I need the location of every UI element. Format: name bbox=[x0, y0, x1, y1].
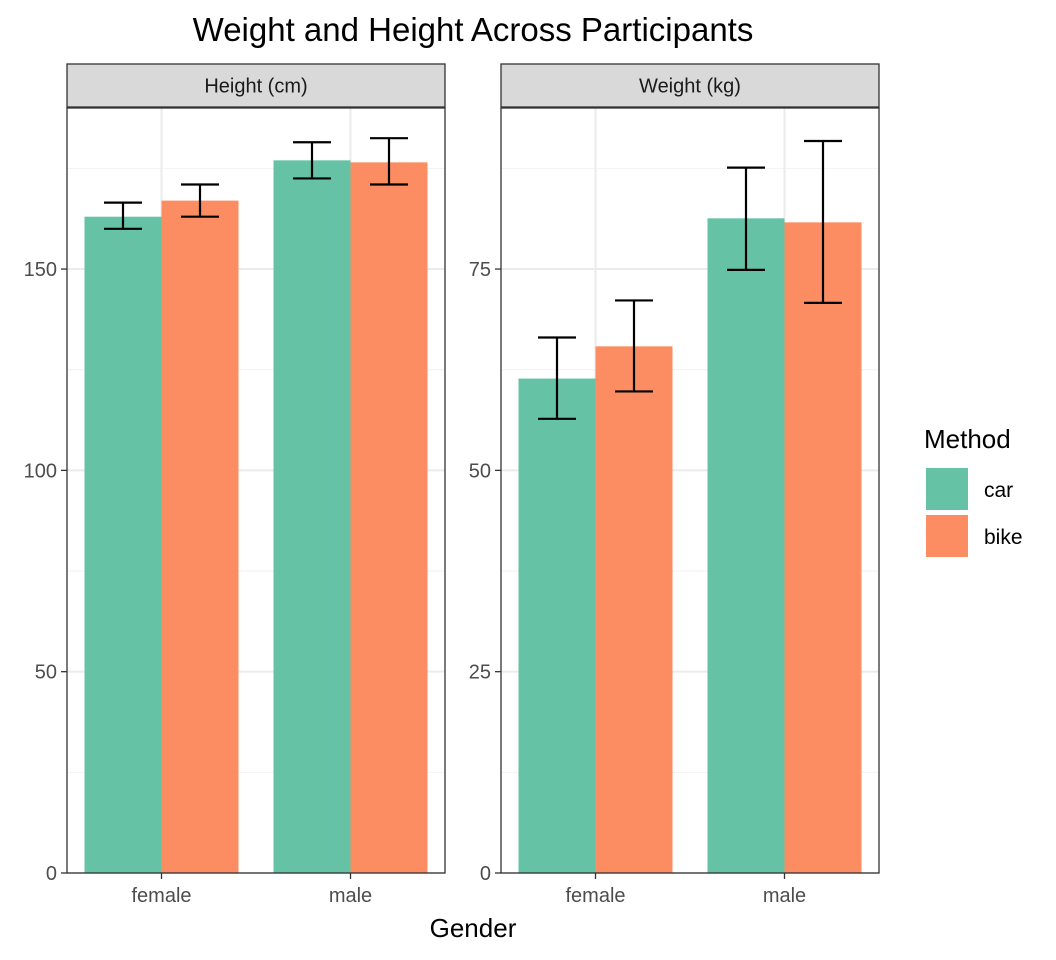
legend-label-bike: bike bbox=[984, 526, 1023, 549]
bar-bike-male bbox=[350, 162, 428, 873]
bar-bike-female bbox=[595, 346, 673, 873]
panel-border bbox=[500, 107, 880, 874]
error-bar-bike-female bbox=[181, 183, 219, 218]
legend-key-bike bbox=[926, 515, 968, 557]
legend: Method car bike bbox=[924, 424, 1023, 557]
panel-height-cm: Height (cm) 0 50 100 150 female male bbox=[24, 63, 446, 907]
error-bar-bike-male bbox=[370, 137, 408, 186]
y-tick-label: 0 bbox=[46, 863, 57, 885]
facet-strip-label: Height (cm) bbox=[204, 76, 307, 98]
bar-car-female bbox=[518, 378, 596, 873]
error-bar-bike-male bbox=[804, 139, 842, 304]
chart-title: Weight and Height Across Participants bbox=[193, 11, 754, 48]
legend-title: Method bbox=[924, 424, 1011, 454]
bar-bike-male bbox=[784, 222, 862, 874]
y-tick-label: 100 bbox=[24, 460, 57, 482]
y-tick-label: 75 bbox=[469, 259, 491, 281]
panel-border bbox=[66, 107, 446, 874]
bar-car-male bbox=[273, 160, 351, 873]
y-tick-label: 150 bbox=[24, 259, 57, 281]
y-tick-label: 50 bbox=[35, 662, 57, 684]
error-bar-car-male bbox=[727, 166, 765, 271]
legend-items: car bike bbox=[926, 468, 1023, 557]
x-axis-title: Gender bbox=[430, 913, 517, 943]
x-tick-label: male bbox=[329, 885, 372, 907]
bar-bike-female bbox=[161, 200, 239, 873]
y-tick-label: 50 bbox=[469, 460, 491, 482]
facet-strip-label: Weight (kg) bbox=[639, 76, 741, 98]
legend-key-car bbox=[926, 468, 968, 510]
y-tick-label: 25 bbox=[469, 662, 491, 684]
facet-strip bbox=[66, 63, 446, 108]
error-bar-car-female bbox=[104, 201, 142, 230]
x-tick-label: female bbox=[131, 885, 191, 907]
error-bar-bike-female bbox=[615, 299, 653, 393]
legend-label-car: car bbox=[984, 479, 1013, 502]
bar-car-male bbox=[707, 218, 785, 874]
facet-strip bbox=[500, 63, 880, 108]
error-bar-car-female bbox=[538, 336, 576, 420]
error-bar-car-male bbox=[293, 141, 331, 180]
y-tick-label: 0 bbox=[480, 863, 491, 885]
panel-weight-kg: Weight (kg) 0 25 50 75 female male bbox=[469, 63, 880, 907]
bar-car-female bbox=[84, 216, 162, 874]
x-tick-label: male bbox=[763, 885, 806, 907]
x-tick-label: female bbox=[565, 885, 625, 907]
